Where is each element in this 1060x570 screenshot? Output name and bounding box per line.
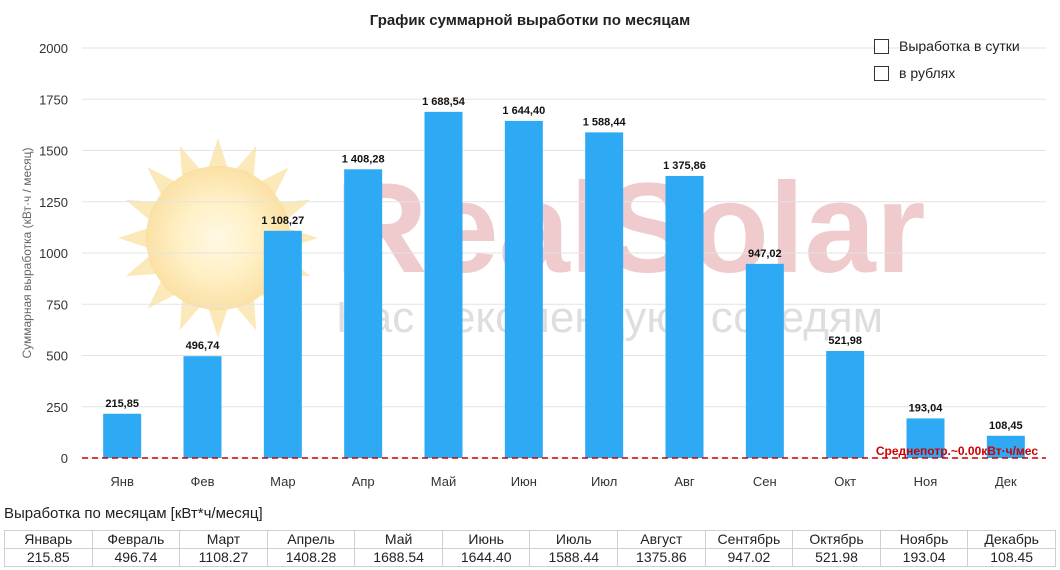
sun-ray [179, 300, 200, 331]
table-header-cell: Август [617, 530, 706, 549]
x-tick-label: Июн [511, 474, 537, 489]
sun-ray [236, 145, 257, 176]
sun-ray [236, 300, 257, 331]
table-value-cell: 521.98 [792, 548, 881, 567]
data-label: 521,98 [828, 335, 862, 347]
table-value-cell: 215.85 [4, 548, 93, 567]
table-header-cell: Октябрь [792, 530, 881, 549]
legend-rub-label: в рублях [899, 65, 956, 81]
table-value-cell: 1108.27 [179, 548, 268, 567]
table-value-cell: 108.45 [967, 548, 1056, 567]
x-tick-label: Июл [591, 474, 617, 489]
table-value-cell: 947.02 [704, 548, 794, 567]
table-value-cell: 193.04 [879, 548, 969, 567]
data-label: 1 375,86 [663, 160, 706, 172]
bar [585, 132, 624, 458]
data-label: 215,85 [105, 398, 139, 410]
table-value-cell: 1408.28 [266, 548, 356, 567]
daily-checkbox[interactable] [874, 38, 889, 54]
x-tick-label: Фев [190, 474, 214, 489]
y-tick-label: 250 [46, 400, 68, 415]
bar [344, 169, 383, 458]
bar [504, 120, 543, 458]
table-header-cell: Ноябрь [879, 530, 969, 549]
sun-ray [208, 138, 228, 167]
y-tick-label: 1250 [39, 195, 68, 210]
brand-watermark: RealSolar [335, 157, 926, 300]
data-label: 193,04 [909, 402, 944, 414]
sun-ray [280, 199, 311, 220]
sun-ray [118, 228, 147, 248]
bar [906, 418, 945, 458]
x-tick-label: Окт [834, 474, 856, 489]
legend-daily-toggle[interactable]: Выработка в сутки [874, 34, 1020, 58]
bar [424, 111, 463, 458]
table-header-cell: Март [179, 530, 268, 549]
x-tick-label: Авг [674, 474, 695, 489]
data-label: 947,02 [748, 248, 782, 260]
table-value-cell: 1644.40 [441, 548, 531, 567]
table-values-row: 215.85 496.74 1108.27 1408.28 1688.54 1644.40… [4, 548, 1056, 567]
x-tick-label: Янв [110, 474, 134, 489]
legend: Выработка в сутки в рублях [874, 34, 1020, 88]
sun-ray [179, 145, 200, 176]
monthly-table: Январь Февраль Март Апрель Май Июнь Июль Август… [4, 530, 1056, 567]
sun-ray [125, 199, 156, 220]
chart-title: График суммарной выработки по месяцам [370, 12, 690, 29]
y-tick-label: 1750 [39, 92, 68, 107]
table-value-cell: 1688.54 [354, 548, 443, 567]
x-tick-label: Мар [270, 474, 295, 489]
data-label: 1 108,27 [261, 215, 304, 227]
table-header-cell: Сентябрь [704, 530, 794, 549]
y-tick-label: 750 [46, 297, 68, 312]
sun-ray [208, 309, 228, 338]
bar [826, 350, 865, 458]
x-tick-label: Ноя [914, 474, 938, 489]
y-tick-label: 2000 [39, 41, 68, 56]
data-label: 108,45 [989, 420, 1023, 432]
y-tick-label: 500 [46, 349, 68, 364]
bar [263, 230, 302, 458]
y-tick-label: 0 [61, 451, 68, 466]
table-header-cell: Январь [4, 530, 93, 549]
average-line-label: Среднепотр.~0.00кВт·ч/мес [876, 444, 1038, 458]
data-label: 496,74 [186, 340, 221, 352]
table-header-cell: Май [354, 530, 443, 549]
table-header-cell: Декабрь [967, 530, 1056, 549]
bar [665, 175, 704, 458]
sun-ray [125, 256, 156, 277]
bar [183, 356, 222, 458]
table-header-cell: Апрель [266, 530, 356, 549]
table-header-row: Январь Февраль Март Апрель Май Июнь Июль Август… [4, 530, 1056, 549]
table-value-cell: 1375.86 [617, 548, 706, 567]
legend-rub-toggle[interactable]: в рублях [874, 61, 1020, 85]
y-tick-label: 1000 [39, 246, 68, 261]
y-tick-label: 1500 [39, 144, 68, 159]
bar [745, 263, 784, 458]
data-label: 1 644,40 [502, 105, 545, 117]
x-tick-label: Май [431, 474, 456, 489]
y-axis-label: Суммарная выработка (кВт·ч / месяц) [20, 147, 34, 358]
bar [986, 435, 1025, 458]
table-value-cell: 1588.44 [529, 548, 619, 567]
data-label: 1 408,28 [342, 153, 385, 165]
legend-daily-label: Выработка в сутки [899, 38, 1020, 54]
table-value-cell: 496.74 [91, 548, 181, 567]
x-tick-label: Сен [753, 474, 777, 489]
table-title: Выработка по месяцам [кВт*ч/месяц] [4, 505, 263, 522]
data-label: 1 588,44 [583, 116, 627, 128]
x-tick-label: Дек [995, 474, 1017, 489]
data-label: 1 688,54 [422, 96, 466, 108]
x-tick-label: Апр [352, 474, 375, 489]
table-header-cell: Июнь [441, 530, 531, 549]
rub-checkbox[interactable] [874, 65, 889, 81]
table-header-cell: Июль [529, 530, 619, 549]
bar [103, 413, 142, 458]
table-header-cell: Февраль [91, 530, 181, 549]
